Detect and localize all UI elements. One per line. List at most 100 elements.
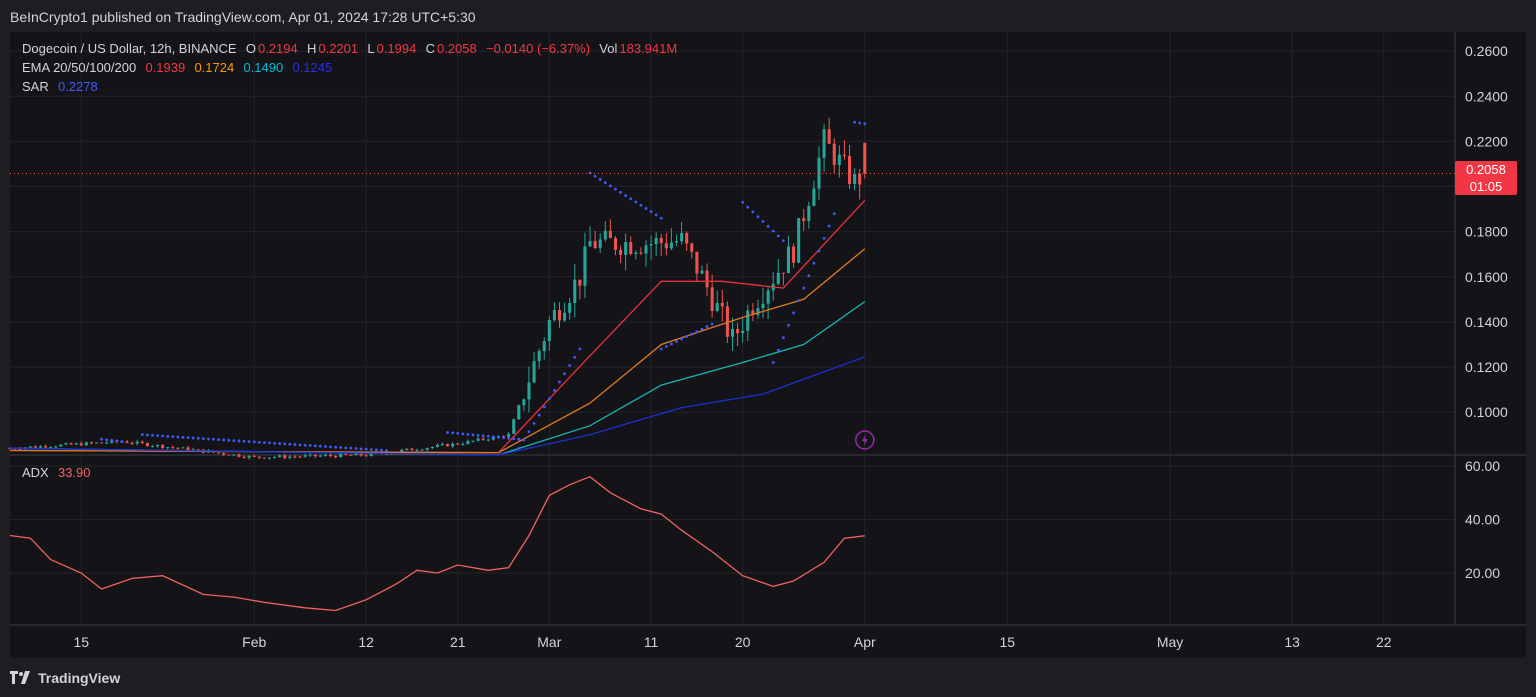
candle-body [344,453,348,455]
sar-dot [710,322,714,326]
ema-line [9,199,866,454]
candle-body [517,405,521,420]
sar-dot [502,436,505,440]
candle-body [725,306,729,337]
x-tick-label: 21 [450,634,466,650]
legend-ema: EMA 20/50/100/200 0.1939 0.1724 0.1490 0… [22,60,334,75]
legend-h-label: H [306,41,317,56]
sar-dot [497,435,500,439]
candle-body [247,455,251,458]
chart-frame[interactable] [10,32,1526,658]
sar-dot [776,234,780,238]
candle-body [675,241,679,243]
legend-ema200: 0.1245 [292,60,333,75]
sar-dot [507,436,511,440]
ema-line [9,356,866,456]
sar-dot [705,325,709,329]
candle-body [257,456,261,458]
sar-dot [369,448,373,451]
candle-body [786,246,790,274]
candle-body [79,443,83,446]
candle-body [425,448,429,450]
candle-body [252,455,256,457]
sar-dot [568,364,572,367]
sar-dot [532,422,536,425]
sar-dot [797,299,801,302]
sar-dot [181,435,185,439]
candle-body [334,455,338,458]
candle-body [440,444,445,446]
sar-dot [446,431,449,434]
candle-body [619,249,623,255]
candle-body [634,252,638,255]
sar-dot [761,220,765,223]
sar-dot [263,441,266,444]
sar-dot [522,438,526,442]
candle-body [303,455,307,457]
sar-dot [771,229,775,233]
sar-dot [359,447,363,451]
legend-vol-label: Vol [599,41,618,56]
candle-body [33,446,37,448]
candle-body [608,230,612,239]
candle-body [532,361,536,383]
sar-dot [593,174,597,178]
sar-dot [334,445,338,449]
candle-body [598,239,602,249]
candle-body [150,446,154,448]
legend-adx: ADX 33.90 [22,465,93,480]
x-tick-label: May [1157,634,1183,650]
sar-dot [517,437,521,441]
sar-dot [827,224,831,228]
candle-body [54,446,58,448]
candle-body [715,302,719,311]
sar-dot [207,437,210,441]
legend-adx-value: 33.90 [57,465,91,480]
lightning-bolt-glyph [861,434,868,446]
candle-body [420,449,424,451]
sar-dot [151,433,154,437]
sar-dot [196,436,200,440]
candle-body [827,129,831,144]
y-tick-label: 0.2400 [1465,88,1508,104]
sar-dot [201,437,205,441]
candle-body [802,218,806,222]
sar-dot [217,438,221,442]
candle-body [695,251,699,274]
footer[interactable]: TradingView [10,667,120,689]
candle-body [710,287,714,311]
sar-dot [685,335,689,338]
sar-dot [491,435,495,439]
sar-dot [578,347,582,351]
candle-body [135,441,139,444]
sar-dot [680,337,684,341]
candle-body [547,320,551,342]
sar-dot [644,207,648,210]
legend-l-value: 0.1994 [376,41,417,56]
candle-body [837,154,841,165]
candle-body [308,454,312,456]
sar-dot [537,413,541,417]
sar-dot [252,440,256,444]
sar-dot [700,327,704,331]
sar-dot [466,432,470,436]
candle-body [649,244,653,246]
sar-dot [792,311,795,315]
legend-ema50: 0.1724 [194,60,235,75]
sar-dot [110,438,114,442]
x-tick-label: 15 [73,634,89,650]
tradingview-logo-icon [10,671,32,685]
sar-dot [227,438,231,442]
sar-dot [670,342,673,346]
candle-body [227,454,231,456]
sar-dot [268,441,271,445]
candle-body [125,441,129,443]
sar-dot [614,187,617,191]
sar-dot [461,432,465,436]
sar-dot [542,405,546,409]
sar-dot [166,434,170,438]
candle-body [140,441,144,444]
sar-dot [100,437,103,441]
candle-body [527,382,531,400]
